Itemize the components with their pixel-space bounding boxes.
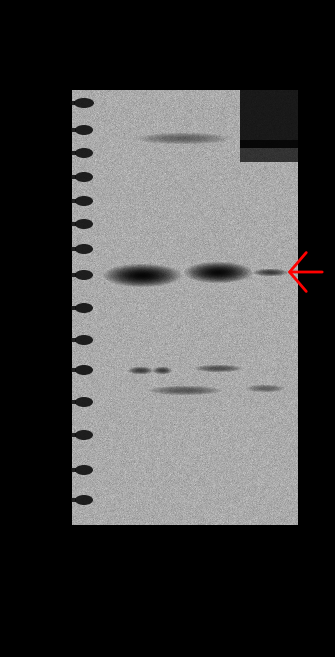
Ellipse shape xyxy=(75,465,93,475)
Ellipse shape xyxy=(75,219,93,229)
Bar xyxy=(70,101,75,105)
Ellipse shape xyxy=(75,335,93,345)
Ellipse shape xyxy=(75,196,93,206)
Bar xyxy=(71,306,76,310)
Ellipse shape xyxy=(75,430,93,440)
Bar xyxy=(71,151,76,155)
Bar xyxy=(71,400,76,404)
Ellipse shape xyxy=(75,244,93,254)
Ellipse shape xyxy=(75,125,93,135)
Bar xyxy=(71,338,76,342)
Bar xyxy=(71,368,76,372)
Ellipse shape xyxy=(75,495,93,505)
Bar xyxy=(71,433,76,437)
Ellipse shape xyxy=(75,270,93,280)
Ellipse shape xyxy=(75,172,93,182)
Bar xyxy=(71,222,76,226)
Ellipse shape xyxy=(75,148,93,158)
Bar xyxy=(71,199,76,203)
Bar xyxy=(71,128,76,132)
Bar xyxy=(71,273,76,277)
Ellipse shape xyxy=(75,303,93,313)
Bar xyxy=(71,498,76,502)
Bar xyxy=(71,247,76,251)
Bar xyxy=(71,175,76,179)
Ellipse shape xyxy=(75,397,93,407)
Bar xyxy=(71,468,76,472)
Ellipse shape xyxy=(74,98,94,108)
Ellipse shape xyxy=(75,365,93,375)
